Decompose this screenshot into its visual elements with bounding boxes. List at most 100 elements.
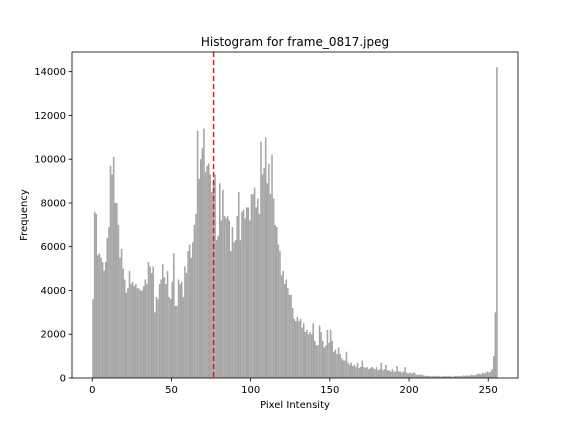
bar [147, 262, 150, 378]
bar [352, 365, 354, 378]
bar [439, 376, 441, 378]
bar [158, 283, 161, 378]
bar [467, 375, 470, 378]
bar [176, 305, 178, 378]
x-tick-label: 0 [89, 385, 95, 396]
bar [108, 227, 110, 378]
bar [410, 373, 413, 378]
bar [491, 369, 493, 378]
bar [429, 376, 432, 378]
y-tick-label: 10000 [34, 155, 66, 166]
bar [104, 262, 107, 378]
bar [470, 374, 473, 378]
bar [363, 367, 365, 378]
bar [149, 266, 151, 378]
bar [320, 332, 322, 378]
bar [456, 376, 459, 378]
bar [295, 321, 297, 378]
bar [98, 253, 101, 378]
bar [215, 240, 218, 378]
bar [272, 198, 275, 378]
bar [331, 340, 334, 378]
bar [150, 272, 153, 378]
bar [371, 367, 373, 378]
bar [125, 292, 128, 378]
bar [247, 207, 250, 378]
bar [469, 375, 471, 378]
bar [130, 283, 132, 378]
bar [268, 163, 270, 378]
bar [192, 242, 194, 378]
bar [264, 137, 267, 378]
bar [225, 218, 227, 378]
bar [271, 154, 273, 378]
bar [93, 211, 96, 378]
bar [233, 242, 235, 378]
bar [97, 255, 99, 378]
bar [310, 334, 313, 378]
bar [109, 165, 112, 378]
bar [182, 297, 185, 378]
bar [123, 279, 126, 378]
bar [154, 312, 156, 378]
bar [472, 375, 474, 378]
bar [318, 325, 321, 378]
bar [285, 279, 288, 378]
bar [481, 372, 484, 378]
bar [100, 257, 102, 378]
plot-frame [71, 51, 519, 379]
bar [122, 268, 124, 378]
bar [345, 351, 348, 378]
bar [161, 264, 164, 378]
bar [385, 364, 387, 378]
bar [435, 376, 438, 378]
bar [378, 369, 381, 378]
bar [188, 244, 191, 378]
bar [231, 227, 234, 378]
bar [160, 279, 162, 378]
chart-title: Histogram for frame_0817.jpeg [201, 35, 389, 49]
bar [168, 297, 170, 378]
bar [450, 376, 452, 378]
bar [103, 270, 105, 378]
bar [138, 288, 140, 378]
bar [485, 372, 487, 378]
bar [483, 373, 486, 378]
y-tick-label: 6000 [41, 242, 66, 253]
bar [299, 318, 302, 378]
bar [329, 329, 332, 378]
bar [139, 290, 142, 378]
bar [218, 183, 221, 378]
bar [315, 345, 318, 378]
bar [473, 375, 476, 378]
x-tick-label: 100 [241, 385, 260, 396]
bar [241, 211, 243, 378]
bar [277, 244, 280, 378]
bar [242, 209, 245, 378]
bar [204, 172, 207, 378]
bar [445, 376, 448, 378]
bar [165, 283, 167, 378]
bar [462, 375, 465, 378]
y-tick-label: 0 [60, 374, 66, 385]
x-tick-label: 50 [165, 385, 178, 396]
bar [155, 297, 158, 378]
bar [228, 220, 231, 378]
bar [217, 235, 219, 378]
bar [309, 332, 311, 378]
bar [263, 167, 265, 378]
bar [442, 376, 444, 378]
bar [144, 279, 147, 378]
bar [142, 286, 145, 378]
bar [391, 369, 394, 378]
y-tick-label: 4000 [41, 286, 66, 297]
bar [306, 329, 308, 378]
bar [106, 237, 109, 378]
bar [275, 227, 278, 378]
bar [288, 294, 291, 378]
bar [399, 371, 402, 378]
bar [416, 374, 419, 378]
bar [475, 374, 478, 378]
bar [443, 375, 446, 378]
bar [323, 347, 326, 378]
